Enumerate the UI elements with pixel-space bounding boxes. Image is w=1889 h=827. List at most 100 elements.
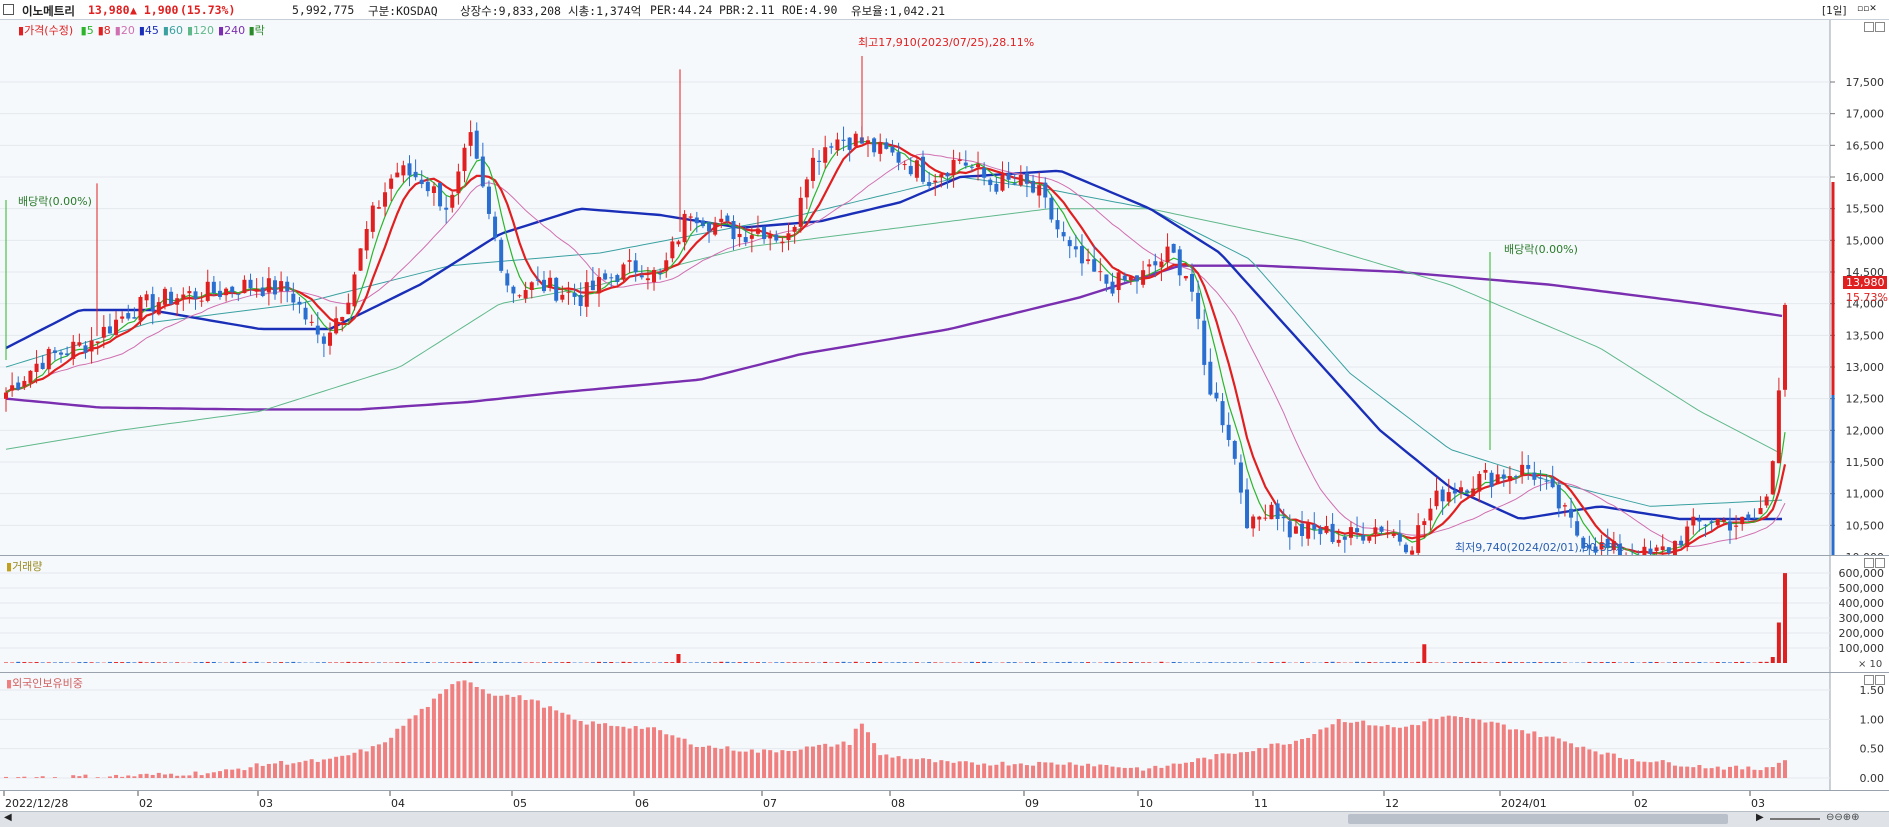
- foreign-bar: [1263, 748, 1267, 778]
- volume-bar: [640, 662, 644, 663]
- volume-bar: [1697, 662, 1701, 663]
- foreign-bar: [1630, 759, 1634, 778]
- candle-body: [579, 295, 583, 306]
- foreign-bar: [695, 747, 699, 778]
- candle-body: [1196, 293, 1200, 319]
- candle-body: [499, 240, 503, 271]
- foreign-bar: [1685, 767, 1689, 778]
- volume-bar: [249, 662, 253, 663]
- volume-bar: [1765, 662, 1769, 663]
- volume-bar: [511, 662, 515, 663]
- foreign-bar: [1722, 770, 1726, 778]
- volume-bar: [83, 662, 87, 663]
- foreign-bar: [1049, 763, 1053, 778]
- window-menu-icon[interactable]: [3, 4, 14, 15]
- candle-body: [1453, 491, 1457, 494]
- ma-legend-20[interactable]: ▮20: [115, 24, 135, 37]
- volume-bar: [469, 662, 473, 663]
- candle-body: [744, 237, 748, 242]
- candle-body: [1710, 521, 1714, 523]
- foreign-bar: [163, 774, 167, 778]
- window-control-icons[interactable]: ▫▫✕: [1857, 4, 1877, 14]
- foreign-ownership-chart[interactable]: 1.501.000.500.00: [0, 673, 1889, 790]
- foreign-bar: [450, 684, 454, 778]
- price-pane-controls[interactable]: [1863, 22, 1885, 34]
- foreign-bar: [799, 750, 803, 778]
- candle-body: [1013, 183, 1017, 184]
- foreign-bar: [145, 774, 149, 778]
- volume-pane-controls[interactable]: [1863, 558, 1885, 570]
- foreign-bar: [481, 689, 485, 778]
- scroll-right-icon[interactable]: ▶: [1756, 812, 1764, 823]
- foreign-bar: [787, 751, 791, 778]
- candle-body: [310, 322, 314, 323]
- ma-legend-8[interactable]: ▮8: [98, 24, 111, 37]
- foreign-bar: [316, 762, 320, 778]
- foreign-pane-controls[interactable]: [1863, 675, 1885, 687]
- candle-body: [1007, 174, 1011, 180]
- ma-legend-240[interactable]: ▮240: [218, 24, 245, 37]
- foreign-bar: [493, 696, 497, 778]
- foreign-bar: [1025, 765, 1029, 778]
- candle-body: [1062, 232, 1066, 236]
- foreign-bar: [291, 763, 295, 778]
- volume-bar: [1013, 662, 1017, 663]
- volume-bar: [4, 662, 8, 663]
- candle-body: [1349, 527, 1353, 538]
- volume-bar: [713, 662, 717, 663]
- zoom-slider[interactable]: [1770, 818, 1820, 820]
- x-tick-label: 2024/01: [1501, 797, 1547, 810]
- foreign-bar: [1502, 724, 1506, 778]
- zoom-icons[interactable]: ⊖⊖⊕⊕: [1826, 812, 1860, 823]
- candle-body: [1569, 509, 1573, 518]
- candle-body: [1031, 181, 1035, 193]
- foreign-bar: [579, 721, 583, 778]
- candle-body: [1355, 528, 1359, 532]
- price-chart[interactable]: 17,50017,00016,50016,00015,50015,00014,5…: [0, 20, 1889, 555]
- candle-body: [1086, 259, 1090, 261]
- foreign-bar: [585, 725, 589, 778]
- volume-bar: [897, 662, 901, 663]
- period-button[interactable]: [1일]: [1822, 3, 1847, 18]
- candle-body: [756, 229, 760, 234]
- foreign-bar: [750, 749, 754, 778]
- volume-bar: [1031, 662, 1035, 663]
- candle-body: [389, 179, 393, 189]
- volume-bar: [41, 662, 45, 663]
- float-ratio: 유보율:1,042.21: [851, 3, 945, 19]
- ma-legend-120[interactable]: ▮120: [187, 24, 214, 37]
- foreign-bar: [469, 682, 473, 778]
- ma-legend-5[interactable]: ▮5: [81, 24, 94, 37]
- volume-chart[interactable]: 600,000500,000400,000300,000200,000100,0…: [0, 556, 1889, 672]
- candle-body: [1221, 401, 1225, 425]
- scroll-thumb[interactable]: [1348, 814, 1728, 824]
- candle-body: [1019, 175, 1023, 185]
- candle-body: [1068, 240, 1072, 246]
- candle-body: [1459, 487, 1463, 491]
- current-price-tag: 13,980: [1846, 276, 1885, 289]
- scroll-left-icon[interactable]: ◀: [4, 812, 12, 823]
- candle-body: [1080, 246, 1084, 263]
- volume-bar: [1704, 662, 1708, 663]
- foreign-bar: [151, 775, 155, 778]
- ma-legend-60[interactable]: ▮60: [163, 24, 183, 37]
- candle-body: [609, 277, 613, 278]
- volume-tick-label: 500,000: [1839, 582, 1885, 595]
- foreign-bar: [389, 738, 393, 778]
- volume-bar: [16, 662, 20, 663]
- candle-body: [994, 184, 998, 192]
- candle-body: [1752, 518, 1756, 519]
- ma-legend-45[interactable]: ▮45: [139, 24, 159, 37]
- volume-bar: [175, 662, 179, 663]
- candle-body: [383, 192, 387, 206]
- chart-scrollbar[interactable]: ◀ ▶ ⊖⊖⊕⊕: [0, 811, 1889, 827]
- foreign-bar: [1135, 767, 1139, 778]
- candle-body: [774, 235, 778, 241]
- foreign-bar: [1428, 719, 1432, 778]
- stock-name[interactable]: 이노메트리: [22, 3, 75, 19]
- foreign-bar: [297, 762, 301, 778]
- volume-bar: [903, 662, 907, 663]
